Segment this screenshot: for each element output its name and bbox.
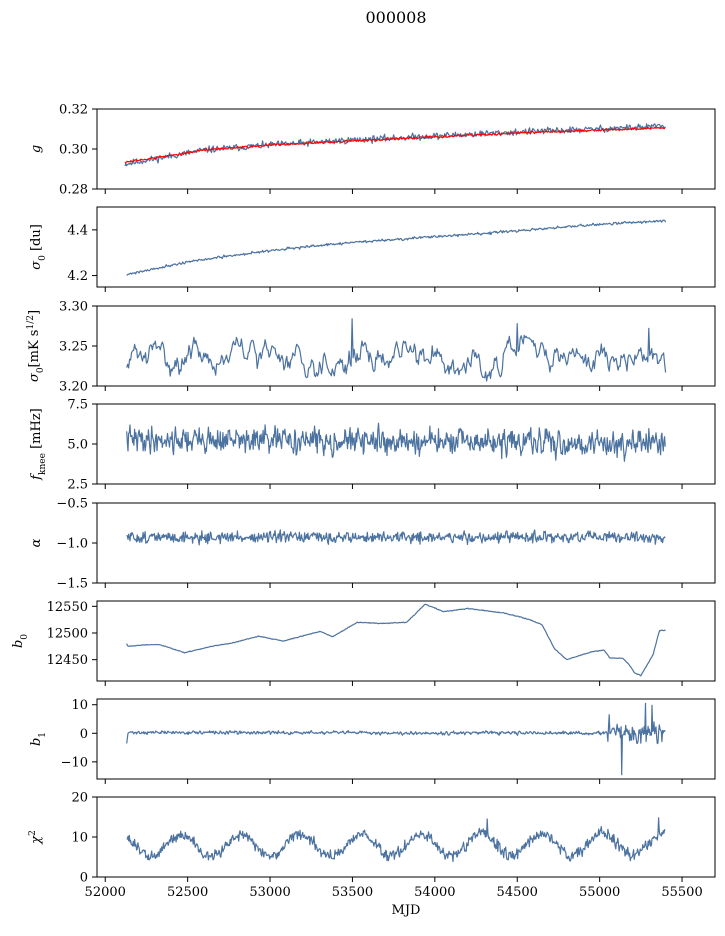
x-tick-label: 53500 bbox=[332, 885, 373, 900]
y-tick-label: 0 bbox=[80, 727, 88, 742]
x-tick-label: 54000 bbox=[414, 885, 455, 900]
y-tick-label: 10 bbox=[71, 831, 88, 846]
chart-panel-2: 4.2 4.4 σ0 [du] bbox=[29, 206, 716, 292]
y-tick-label: 12450 bbox=[47, 653, 88, 668]
y-tick-label: 0.28 bbox=[59, 183, 88, 198]
series-line-1 bbox=[126, 318, 667, 382]
y-axis-label: σ0 [du] bbox=[29, 224, 48, 270]
axes-frame bbox=[96, 108, 716, 190]
y-tick-label: 12500 bbox=[47, 627, 88, 642]
axes-frame bbox=[96, 206, 716, 288]
y-tick-label: 3.20 bbox=[59, 380, 88, 395]
x-tick-label: 54500 bbox=[497, 885, 538, 900]
x-tick-label: 52500 bbox=[167, 885, 208, 900]
y-tick-label: 5.0 bbox=[67, 438, 88, 453]
series-line-2 bbox=[124, 126, 666, 164]
chart-panel-8: 0 10 20 52000 52500 53000 53500 54000 54500 55000… bbox=[28, 791, 716, 918]
y-axis-label: fknee [mHz] bbox=[29, 408, 48, 481]
x-tick-label: 55000 bbox=[579, 885, 620, 900]
series-line-1 bbox=[126, 219, 667, 276]
chart-panel-5: −1.5 −1.0 −0.5 α bbox=[29, 497, 716, 592]
axes-frame bbox=[96, 502, 716, 584]
series-line-1 bbox=[126, 422, 666, 462]
x-tick-label: 52000 bbox=[85, 885, 126, 900]
series-line-1 bbox=[126, 817, 666, 863]
series-line-1 bbox=[124, 123, 667, 167]
y-tick-label: −0.5 bbox=[56, 497, 88, 512]
series-line-1 bbox=[126, 702, 666, 776]
y-tick-label: 2.5 bbox=[67, 478, 88, 493]
y-axis-label: g bbox=[29, 145, 44, 153]
y-tick-label: 7.5 bbox=[67, 398, 88, 413]
y-axis-label: χ2 bbox=[28, 830, 44, 845]
figure-title: 000008 bbox=[365, 8, 426, 27]
series-line-1 bbox=[126, 603, 666, 677]
series-line-1 bbox=[126, 529, 666, 546]
y-tick-label: −1.5 bbox=[56, 577, 88, 592]
y-tick-label: 0.32 bbox=[59, 103, 88, 118]
y-tick-label: 20 bbox=[71, 791, 88, 806]
y-axis-label: b1 bbox=[29, 732, 48, 746]
chart-panel-1: 0.28 0.30 0.32 g bbox=[29, 103, 716, 198]
chart-panels: 0.28 0.30 0.32 g 4.2 4.4 σ0 [du] 3.20 3.25 3.30 σ0… bbox=[11, 103, 716, 918]
y-axis-label: σ0[mK s1/2] bbox=[26, 310, 46, 382]
chart-panel-4: 2.5 5.0 7.5 fknee [mHz] bbox=[29, 398, 716, 493]
y-axis-label: b0 bbox=[11, 634, 30, 648]
y-tick-label: −1.0 bbox=[56, 537, 88, 552]
y-axis-label: α bbox=[29, 538, 44, 547]
chart-panel-3: 3.20 3.25 3.30 σ0[mK s1/2] bbox=[26, 300, 716, 395]
y-tick-label: 3.30 bbox=[59, 300, 88, 315]
x-tick-label: 53000 bbox=[249, 885, 290, 900]
y-tick-label: 4.4 bbox=[67, 223, 88, 238]
y-tick-label: 10 bbox=[71, 698, 88, 713]
chart-panel-7: −10 0 10 b1 bbox=[29, 698, 716, 784]
y-tick-label: 0.30 bbox=[59, 143, 88, 158]
x-axis-label: MJD bbox=[392, 903, 421, 918]
x-tick-label: 55500 bbox=[661, 885, 702, 900]
y-tick-label: 3.25 bbox=[59, 340, 88, 355]
y-tick-label: 0 bbox=[80, 871, 88, 886]
chart-panel-6: 12450 12500 12550 b0 bbox=[11, 600, 716, 686]
axes-frame bbox=[96, 600, 716, 682]
y-tick-label: 12550 bbox=[47, 600, 88, 615]
axes-frame bbox=[96, 698, 716, 780]
y-tick-label: −10 bbox=[61, 755, 88, 770]
y-tick-label: 4.2 bbox=[67, 269, 88, 284]
